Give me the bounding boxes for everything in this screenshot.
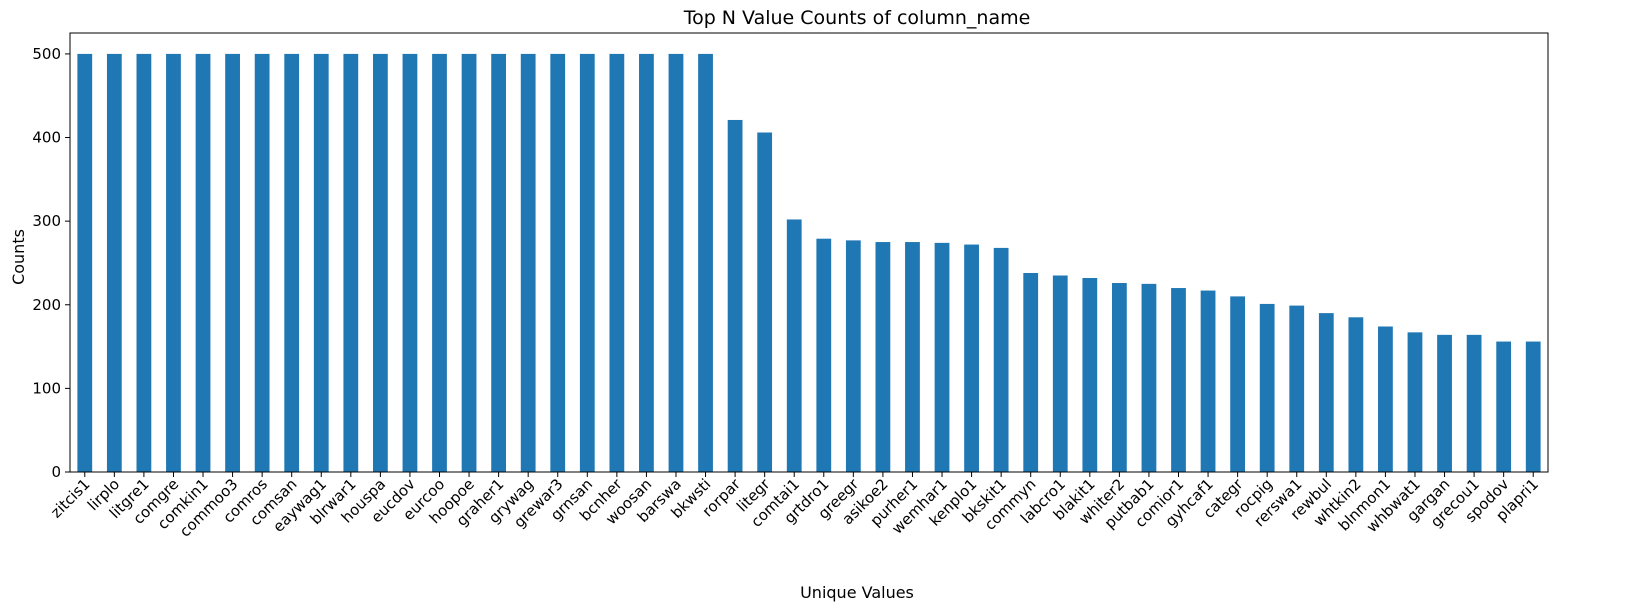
bar-bcnher	[609, 53, 625, 473]
bar-putbab1	[1141, 283, 1157, 472]
bar-kenplo1	[964, 244, 979, 472]
bar-commoo3	[225, 53, 240, 473]
bar-grywag	[520, 53, 536, 473]
bar-plapri1	[1525, 341, 1541, 472]
x-axis-label: Unique Values	[800, 583, 914, 602]
bar-comros	[254, 53, 270, 473]
bar-graher1	[491, 53, 507, 473]
bar-lirplo	[106, 53, 122, 473]
bar-comior1	[1171, 288, 1186, 472]
bar-grecou1	[1466, 334, 1482, 472]
bar-purher1	[905, 242, 920, 472]
bar-grtdro1	[816, 238, 832, 472]
bar-barswa	[668, 53, 684, 473]
chart-title: Top N Value Counts of column_name	[683, 7, 1031, 29]
bar-whiter2	[1111, 283, 1127, 472]
bar-labcro1	[1052, 275, 1068, 472]
y-tick-label: 100	[32, 379, 61, 397]
bar-commyn	[1023, 272, 1039, 472]
bar-greegr	[845, 240, 861, 472]
bar-asikoe2	[875, 242, 891, 472]
bar-comtai1	[786, 219, 802, 472]
bar-zitcis1	[77, 53, 93, 473]
y-tick-label: 200	[32, 296, 61, 314]
bar-rocpig	[1259, 303, 1275, 472]
bar-categr	[1230, 296, 1246, 472]
y-axis-label: Counts	[9, 229, 28, 285]
bar-houspa	[372, 53, 388, 473]
bar-gyhcaf1	[1200, 290, 1216, 472]
bar-litegr	[757, 132, 773, 472]
bar-bkskit1	[993, 247, 1009, 472]
bar-litgre1	[136, 53, 152, 473]
bar-hoopoe	[461, 53, 477, 473]
bar-comgre	[166, 53, 181, 473]
bar-comsan	[284, 53, 300, 473]
bar-blnmon1	[1378, 326, 1393, 472]
bar-whtkin2	[1348, 317, 1364, 472]
bar-comkin1	[195, 53, 211, 473]
bar-rerswa1	[1289, 305, 1305, 472]
bar-blrwar1	[343, 53, 359, 473]
bar-blakit1	[1082, 278, 1098, 472]
y-tick-label: 0	[51, 463, 61, 481]
bar-eucdov	[402, 53, 418, 473]
bar-eaywag1	[313, 53, 329, 473]
y-tick-label: 300	[32, 212, 61, 230]
bar-rewbul	[1318, 313, 1334, 472]
plot-frame	[69, 32, 1549, 473]
bar-gargan	[1437, 334, 1452, 472]
y-tick-label: 500	[32, 45, 61, 63]
bar-eurcoo	[432, 53, 447, 473]
y-tick-label: 400	[32, 129, 61, 147]
bar-spodov	[1496, 341, 1512, 472]
bar-wemhar1	[934, 242, 950, 472]
bar-grewar3	[550, 53, 566, 473]
bar-bkwsti	[698, 53, 713, 473]
bars-layer	[77, 53, 1541, 473]
bar-grnsan	[579, 53, 595, 473]
bar-whbwat1	[1407, 332, 1423, 472]
bar-woosan	[639, 53, 654, 473]
bar-rorpar	[727, 119, 743, 473]
